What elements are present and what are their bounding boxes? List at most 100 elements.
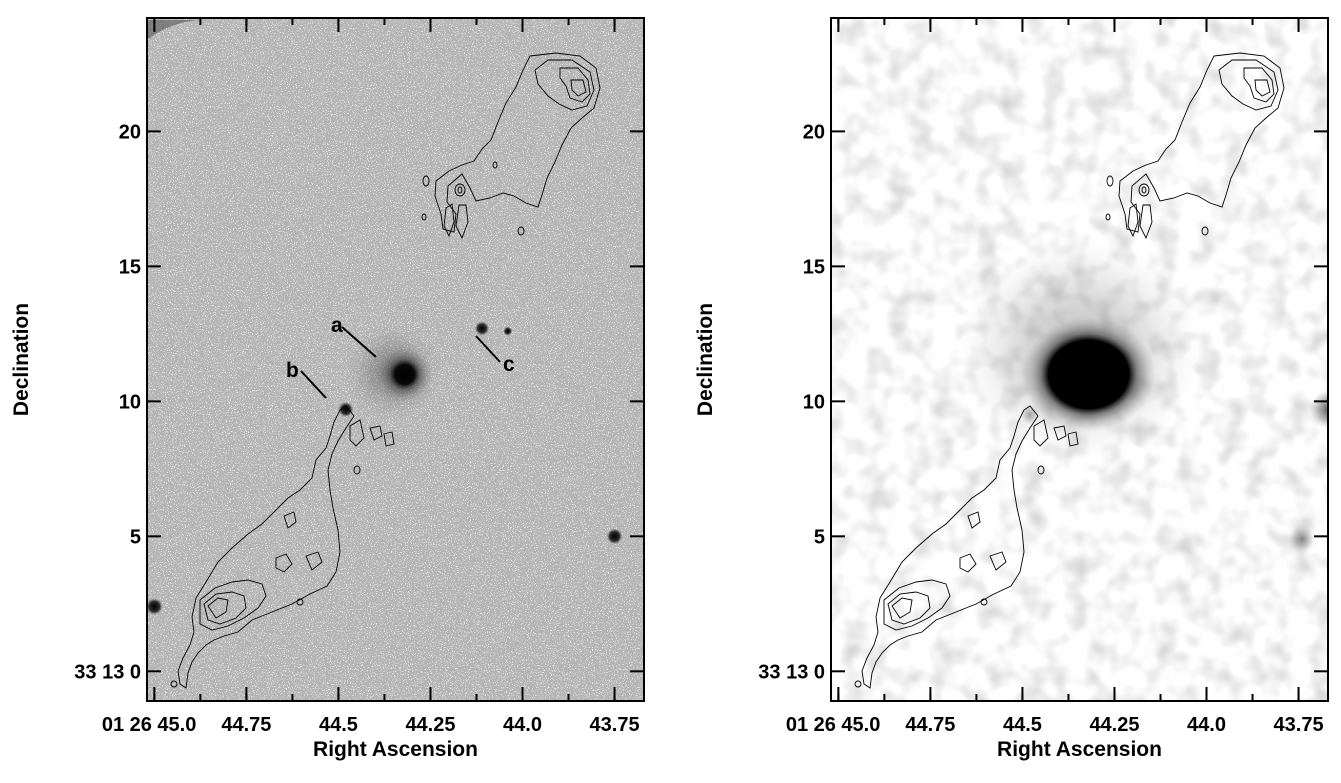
marker-a-label: a [331,314,343,337]
marker-b-label: b [286,359,299,382]
contour-ne-blob [454,183,466,197]
source-blob [376,346,433,403]
y-tick-label: 15 [803,256,825,278]
contour-ne-inner-r [1243,67,1275,103]
contour-sw-speck3-r [854,680,862,688]
contour-ne-blob2-r [1141,186,1147,194]
y-tick-label: 10 [803,391,825,413]
contour-sw-hole2-r [989,551,1007,571]
panel-optical: a b c 01 26 45.0 44.75 44.5 44.25 44.0 43.75 3… [10,17,645,761]
contour-ne-speck1 [422,175,430,187]
contour-sw-speck3 [170,680,178,688]
source-markers: a b c [286,314,515,399]
x-tick-label: 44.75 [905,714,955,736]
y-tick-label: 5 [130,526,141,548]
contour-sw-speck2-r [980,598,988,606]
smoothed-frame [830,17,1329,702]
contour-ne-mid [534,59,595,111]
contour-ne-outer [434,52,601,233]
x-tick-label: 44.0 [503,714,542,736]
optical-image [147,18,644,701]
x-tick-label: 01 26 45.0 [102,714,197,736]
contour-sw-core [207,597,229,619]
contour-ne-core-r [1254,79,1271,97]
contour-sw-outer-r [861,405,1039,689]
source-blob [474,321,490,336]
contour-sw-hole1-r [959,553,977,573]
contour-sw-knot2 [383,431,395,447]
contour-sw-knot3-r [1033,419,1049,447]
contour-ne-speck3-r [1105,213,1111,221]
contour-ne-speck4 [492,161,498,169]
source-blob [1021,317,1156,432]
contour-sw-outer [177,405,355,689]
x-tick-label: 44.75 [221,714,271,736]
contour-ne-finger1 [443,203,455,238]
contour-ne-core [570,79,587,97]
contour-sw-speck1 [353,465,361,475]
contour-ne-finger1-r [1127,203,1139,238]
contour-sw-inner [203,591,247,625]
radio-contours [170,52,601,689]
marker-b-leader [300,370,327,399]
source-blob [338,401,354,418]
contour-sw-hole2 [305,551,323,571]
y-tick-label: 5 [814,526,825,548]
contour-sw-knot2-r [1067,431,1079,447]
y-axis-title: Declination [10,303,33,416]
x-tick-label: 43.75 [1274,714,1324,736]
y-tick-label: 15 [119,256,141,278]
contour-sw-knot1-r [1053,425,1067,441]
source-blob [606,528,623,545]
x-tick-label: 44.0 [1187,714,1226,736]
y-tick-label: 20 [803,121,825,143]
optical-axes: 01 26 45.0 44.75 44.5 44.25 44.0 43.75 33 13 0… [10,18,644,761]
contour-sw-hole3-r [967,511,981,529]
contour-ne-blob2 [457,186,463,194]
contour-ne-inner [559,67,591,103]
smoothed-image [831,18,1328,701]
x-tick-label: 44.25 [1089,714,1139,736]
corner-smear [147,20,200,40]
contour-sw-core-r [891,597,913,619]
x-axis-title: Right Ascension [313,738,478,761]
source-blob [503,326,513,336]
source-blob [147,597,163,616]
contour-sw-mid-r [883,579,951,631]
optical-frame [146,17,645,702]
y-tick-label: 20 [119,121,141,143]
marker-a-leader [341,326,377,358]
contour-ne-finger2 [455,204,469,240]
contour-ne-speck2-r [1201,226,1209,236]
contour-sw-mid [199,579,267,631]
contour-ne-speck3 [421,213,427,221]
x-tick-label: 44.5 [1003,714,1042,736]
y-tick-label: 33 13 0 [74,661,141,683]
contour-sw-speck1-r [1037,465,1045,475]
y-axis-title: Declination [694,303,717,416]
smoothed-axes: 01 26 45.0 44.75 44.5 44.25 44.0 43.75 33 13 0… [694,18,1328,761]
source-blob [1289,524,1316,554]
contour-sw-hole1 [275,553,293,573]
contour-sw-hole3 [283,511,297,529]
marker-c-leader [475,335,501,363]
contour-ne-finger2-r [1139,204,1153,240]
contour-ne-blob-r [1138,183,1150,197]
contour-sw-inner-r [887,591,931,625]
contour-sw-knot1 [369,425,383,441]
x-tick-label: 44.25 [405,714,455,736]
y-tick-label: 10 [119,391,141,413]
marker-c-label: c [503,353,515,376]
contour-ne-outer-r [1118,52,1285,233]
x-tick-label: 01 26 45.0 [786,714,881,736]
x-tick-label: 44.5 [319,714,358,736]
x-axis-title: Right Ascension [997,738,1162,761]
contour-ne-mid-r [1218,59,1279,111]
source-blob [1310,389,1328,430]
contour-ne-speck2 [517,226,525,236]
panel-smoothed: 01 26 45.0 44.75 44.5 44.25 44.0 43.75 33 13 0… [694,17,1329,761]
contour-ne-speck1-r [1106,175,1114,187]
radio-contours-right [854,52,1285,689]
contour-sw-knot3 [349,419,365,447]
